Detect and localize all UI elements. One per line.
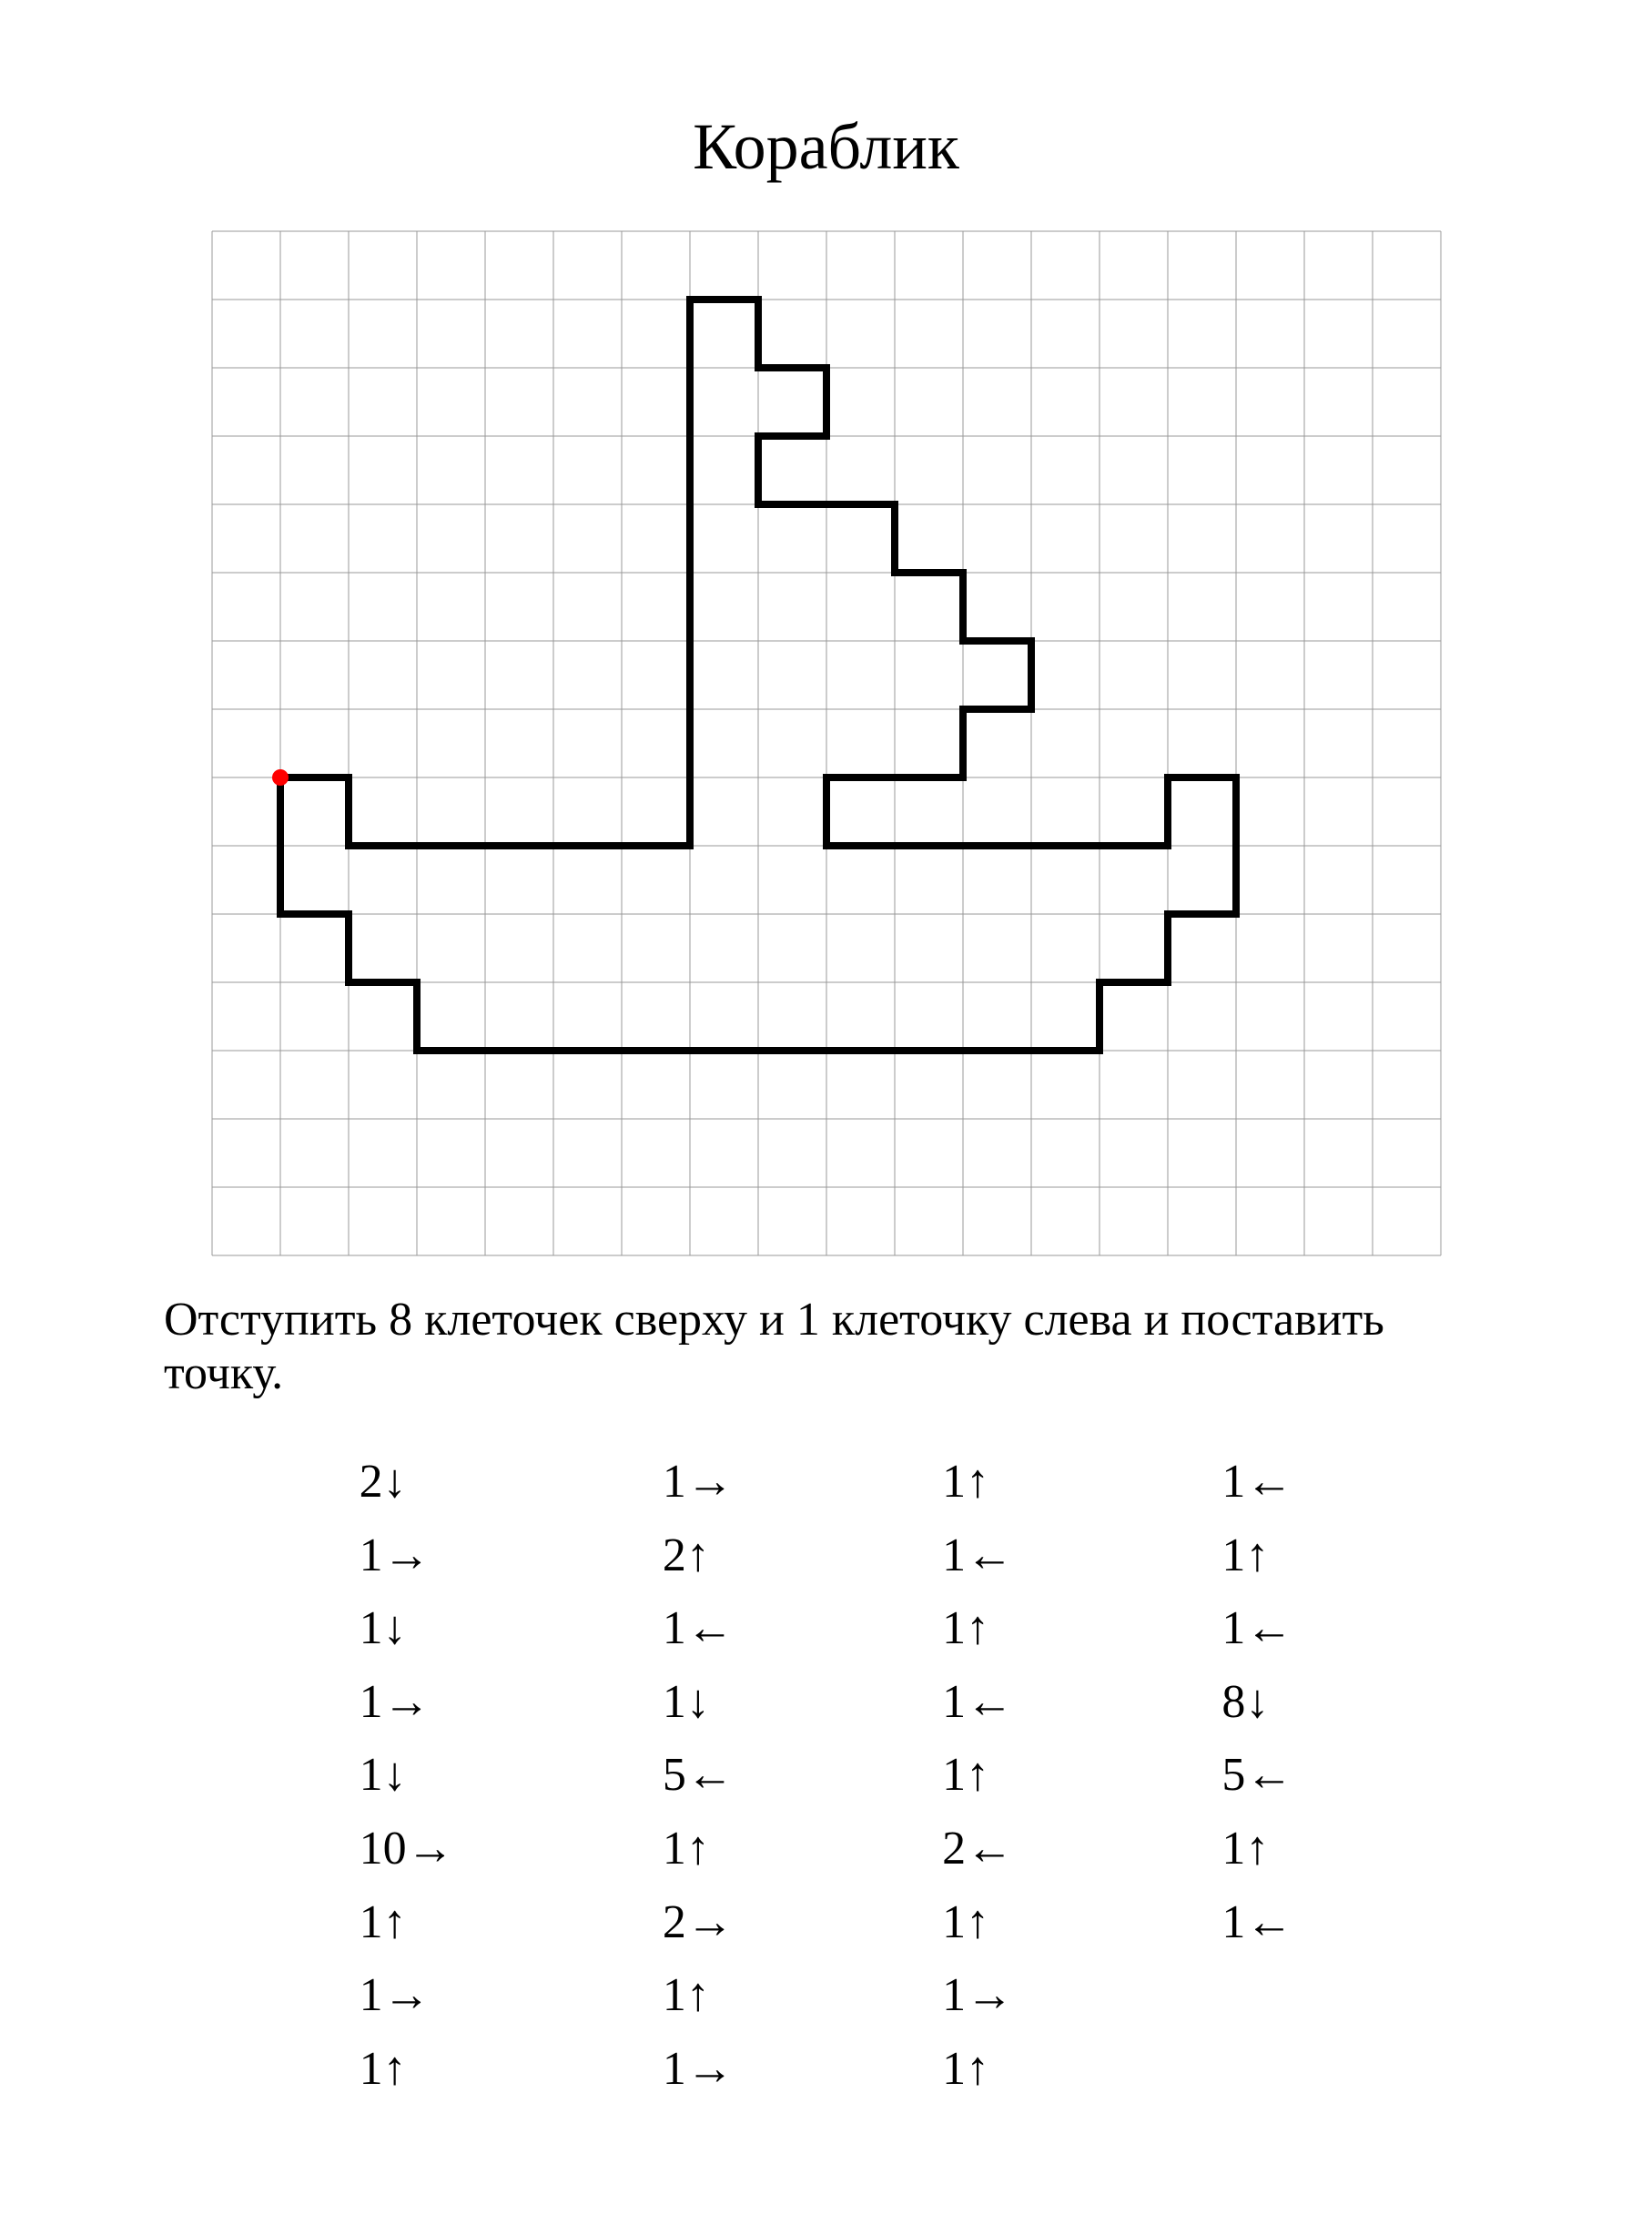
step-item: 2← — [942, 1813, 1013, 1886]
step-item: 1↑ — [1221, 1813, 1292, 1886]
step-item: 1← — [1221, 1886, 1292, 1960]
grid-container — [164, 230, 1488, 1256]
page: Кораблик Отступить 8 клеточек сверху и 1… — [0, 0, 1652, 2215]
step-item: 1→ — [663, 1446, 734, 1519]
step-item: 1↑ — [942, 2033, 1013, 2107]
step-item: 5← — [1221, 1739, 1292, 1813]
steps-column: 1→2↑1←1↓5←1↑2→1↑1→ — [663, 1446, 734, 2106]
step-item: 1↑ — [360, 2033, 454, 2107]
steps-columns: 2↓1→1↓1→1↓10→1↑1→1↑1→2↑1←1↓5←1↑2→1↑1→1↑1… — [164, 1446, 1488, 2106]
step-item: 1→ — [663, 2033, 734, 2107]
step-item: 1↑ — [942, 1886, 1013, 1960]
step-item: 1→ — [360, 1519, 454, 1593]
step-item: 2↑ — [663, 1519, 734, 1593]
step-item: 2↓ — [360, 1446, 454, 1519]
step-item: 1↑ — [942, 1739, 1013, 1813]
instruction-text: Отступить 8 клеточек сверху и 1 клеточку… — [164, 1293, 1488, 1400]
step-item: 1← — [942, 1519, 1013, 1593]
step-item: 1↑ — [942, 1446, 1013, 1519]
steps-column: 1←1↑1←8↓5←1↑1← — [1221, 1446, 1292, 2106]
step-item: 1↑ — [942, 1592, 1013, 1666]
step-item: 1← — [1221, 1592, 1292, 1666]
start-dot — [272, 769, 289, 786]
step-item: 8↓ — [1221, 1666, 1292, 1740]
step-item: 1→ — [942, 1959, 1013, 2033]
step-item: 1← — [663, 1592, 734, 1666]
grid-diagram — [211, 230, 1442, 1256]
steps-column: 1↑1←1↑1←1↑2←1↑1→1↑ — [942, 1446, 1013, 2106]
step-item: 1↓ — [360, 1592, 454, 1666]
step-item: 10→ — [360, 1813, 454, 1886]
step-item: 1↑ — [663, 1959, 734, 2033]
step-item: 1← — [1221, 1446, 1292, 1519]
step-item: 1→ — [360, 1959, 454, 2033]
page-title: Кораблик — [164, 109, 1488, 185]
step-item: 1↓ — [360, 1739, 454, 1813]
step-item: 1← — [942, 1666, 1013, 1740]
steps-column: 2↓1→1↓1→1↓10→1↑1→1↑ — [360, 1446, 454, 2106]
step-item: 5← — [663, 1739, 734, 1813]
step-item: 1↑ — [663, 1813, 734, 1886]
step-item: 1↓ — [663, 1666, 734, 1740]
step-item: 2→ — [663, 1886, 734, 1960]
step-item: 1↑ — [360, 1886, 454, 1960]
step-item: 1→ — [360, 1666, 454, 1740]
step-item: 1↑ — [1221, 1519, 1292, 1593]
